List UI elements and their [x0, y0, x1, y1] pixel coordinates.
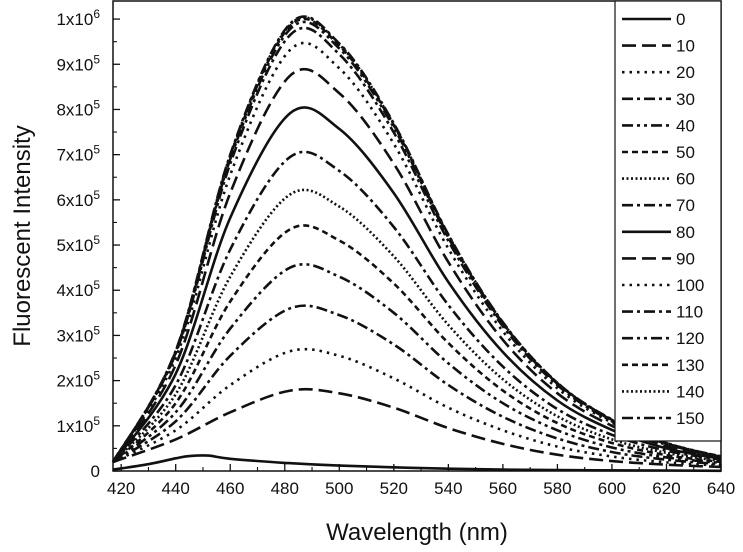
legend-label-90: 90 — [676, 249, 695, 268]
legend-label-60: 60 — [676, 170, 695, 189]
legend-label-140: 140 — [676, 382, 704, 401]
y-tick-label: 1x106 — [56, 7, 100, 29]
x-tick-label: 420 — [107, 479, 135, 498]
legend-box — [615, 1, 721, 441]
x-axis-title: Wavelength (nm) — [326, 519, 508, 546]
x-tick-label: 460 — [216, 479, 244, 498]
y-tick-label: 0 — [91, 462, 100, 481]
x-tick-label: 480 — [271, 479, 299, 498]
y-tick-label: 9x105 — [56, 52, 100, 74]
legend-label-150: 150 — [676, 409, 704, 428]
legend-label-50: 50 — [676, 143, 695, 162]
legend-label-130: 130 — [676, 356, 704, 375]
x-tick-label: 600 — [598, 479, 626, 498]
legend-label-120: 120 — [676, 329, 704, 348]
legend-label-20: 20 — [676, 63, 695, 82]
y-tick-label: 8x105 — [56, 97, 100, 119]
x-axis-ticks: 420 440 460 480 500 520 540 560 580 600 620 640 — [107, 464, 735, 498]
y-axis-title: Fluorescent Intensity — [9, 125, 36, 346]
x-tick-label: 500 — [325, 479, 353, 498]
x-tick-label: 520 — [380, 479, 408, 498]
y-tick-label: 7x105 — [56, 143, 100, 165]
x-tick-label: 580 — [543, 479, 571, 498]
y-tick-label: 6x105 — [56, 188, 100, 210]
y-tick-label: 2x105 — [56, 369, 100, 391]
legend-label-40: 40 — [676, 116, 695, 135]
y-tick-label: 5x105 — [56, 233, 100, 255]
legend-label-30: 30 — [676, 90, 695, 109]
legend-label-110: 110 — [676, 303, 703, 322]
legend-label-100: 100 — [676, 276, 704, 295]
legend-label-10: 10 — [676, 37, 695, 56]
legend-label-0: 0 — [676, 10, 685, 29]
legend-label-70: 70 — [676, 196, 695, 215]
y-tick-label: 4x105 — [56, 278, 100, 300]
x-tick-label: 440 — [162, 479, 190, 498]
x-tick-label: 620 — [652, 479, 680, 498]
legend-label-80: 80 — [676, 223, 695, 242]
x-tick-label: 540 — [434, 479, 462, 498]
y-tick-label: 1x105 — [56, 414, 100, 436]
x-tick-label: 640 — [707, 479, 735, 498]
y-axis-ticks: 0 1x105 2x105 3x105 4x105 5x105 6x105 7x105 8x10… — [56, 7, 120, 481]
y-tick-label: 3x105 — [56, 323, 100, 345]
x-tick-label: 560 — [489, 479, 517, 498]
